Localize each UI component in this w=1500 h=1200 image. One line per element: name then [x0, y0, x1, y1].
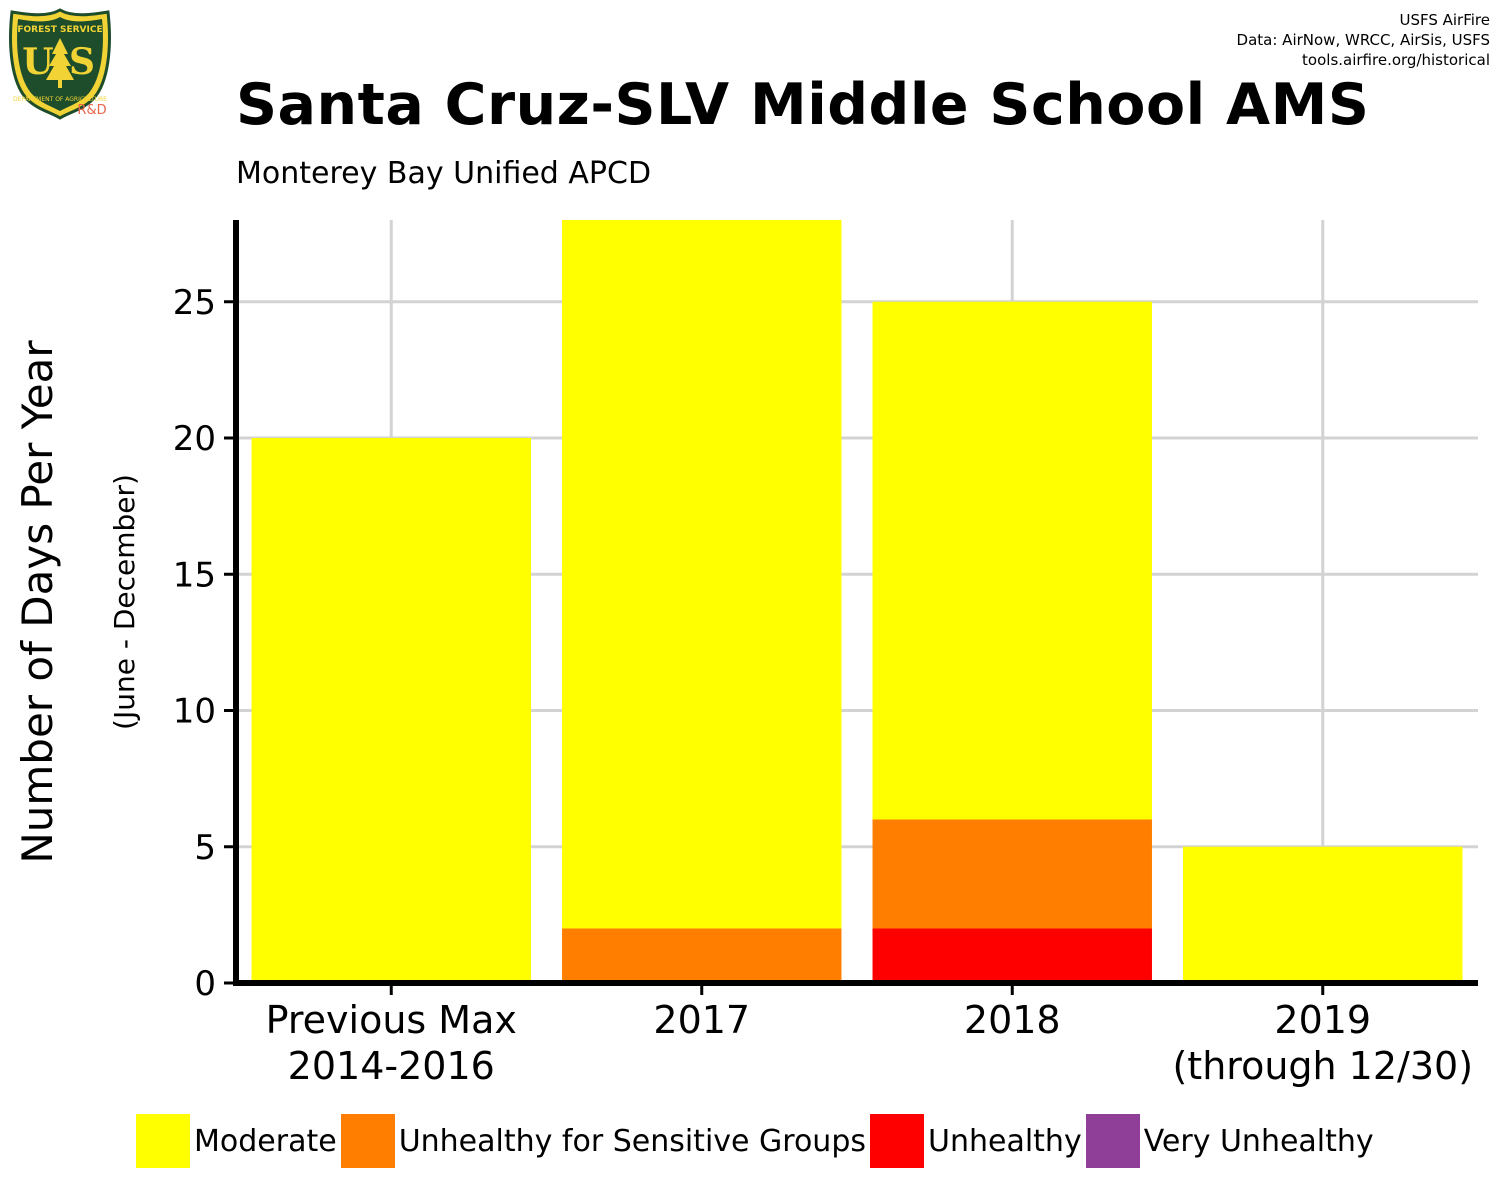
legend-label-moderate: Moderate — [194, 1123, 337, 1159]
y-tick-label: 10 — [173, 692, 216, 732]
x-tick-label: 2019 — [1274, 998, 1371, 1042]
legend-item-very-unhealthy: Very Unhealthy — [1085, 1114, 1374, 1168]
legend-label-unhealthy: Unhealthy — [928, 1123, 1082, 1159]
logo-bottom-text: DEPARTMENT OF AGRICULTURE — [13, 96, 107, 103]
bar-segment-moderate — [562, 220, 842, 929]
chart-title: Santa Cruz-SLV Middle School AMS — [236, 72, 1370, 138]
logo-badge: R&D — [77, 103, 106, 118]
bar-segment-unhealthy — [872, 928, 1152, 983]
legend-label-very-unhealthy: Very Unhealthy — [1143, 1123, 1374, 1159]
legend-key-moderate — [136, 1114, 190, 1168]
tree-icon — [46, 38, 74, 88]
y-tick-label: 20 — [173, 419, 216, 459]
bar-segment-moderate — [1183, 846, 1463, 983]
y-tick-label: 0 — [194, 964, 216, 1004]
legend-item-unhealthy: Unhealthy — [870, 1114, 1082, 1168]
legend-item-moderate: Moderate — [136, 1114, 337, 1168]
bar-segment-unhealthy-for-sensitive-groups — [562, 928, 842, 983]
forest-service-logo: FOREST SERVICE U S DEPARTMENT OF AGRICUL… — [9, 8, 111, 120]
chart-subtitle: Monterey Bay Unified APCD — [236, 156, 652, 191]
y-tick-label: 25 — [173, 283, 216, 323]
legend-key-very-unhealthy — [1085, 1114, 1140, 1168]
x-tick-label: 2017 — [653, 998, 750, 1042]
credits: USFS AirFire Data: AirNow, WRCC, AirSis,… — [1237, 10, 1490, 70]
bar-segment-moderate — [872, 301, 1152, 820]
logo-top-text: FOREST SERVICE — [17, 25, 102, 35]
bar-segment-unhealthy-for-sensitive-groups — [872, 819, 1152, 929]
y-axis-title: Number of Days Per Year — [13, 340, 62, 864]
legend-item-usg: Unhealthy for Sensitive Groups — [340, 1114, 866, 1168]
credit-line-1: USFS AirFire — [1399, 11, 1490, 29]
legend-key-usg — [340, 1114, 395, 1168]
bar-segment-moderate — [251, 438, 531, 983]
y-tick-label: 15 — [173, 555, 216, 595]
credit-line-2: Data: AirNow, WRCC, AirSis, USFS — [1236, 31, 1490, 49]
x-tick-label: 2018 — [964, 998, 1061, 1042]
y-axis-subtitle: (June - December) — [108, 474, 141, 730]
y-tick-label: 5 — [194, 828, 216, 868]
legend: Moderate Unhealthy for Sensitive Groups … — [136, 1114, 1378, 1168]
logo-letter-s: S — [69, 41, 95, 83]
credit-line-3: tools.airfire.org/historical — [1302, 51, 1490, 69]
legend-key-unhealthy — [870, 1114, 924, 1168]
x-tick-label: Previous Max — [266, 998, 517, 1042]
legend-label-usg: Unhealthy for Sensitive Groups — [398, 1123, 866, 1159]
x-tick-label: 2014-2016 — [288, 1044, 495, 1088]
x-tick-label: (through 12/30) — [1172, 1044, 1473, 1088]
